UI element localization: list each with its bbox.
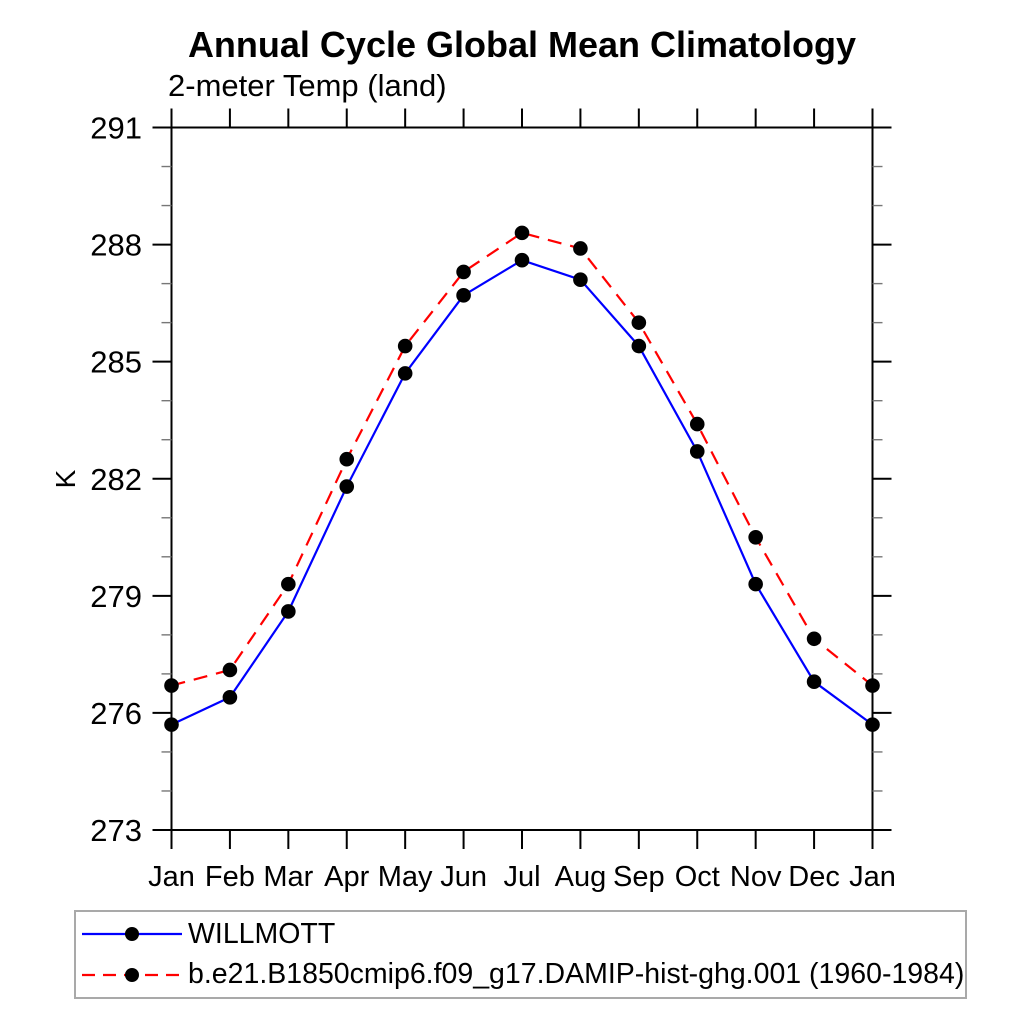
chart-title: Annual Cycle Global Mean Climatology	[187, 24, 857, 65]
x-tick-label: Sep	[613, 861, 665, 893]
data-point-marker	[573, 272, 588, 288]
legend-item-model-run: b.e21.B1850cmip6.f09_g17.DAMIP-hist-ghg.…	[80, 957, 965, 993]
data-point-marker	[631, 315, 647, 330]
data-point-marker	[281, 604, 296, 619]
y-tick-label: 282	[90, 462, 142, 497]
legend-sample-marker	[125, 967, 139, 982]
y-tick-label: 291	[90, 111, 142, 146]
data-point-marker	[514, 252, 530, 268]
data-point-marker	[865, 717, 880, 732]
x-tick-label: Apr	[324, 861, 369, 893]
x-tick-label: Oct	[675, 861, 720, 893]
x-tick-label: Jan	[148, 861, 195, 893]
y-tick-label: 285	[90, 345, 142, 380]
data-point-marker	[514, 225, 530, 241]
x-tick-label: Mar	[263, 861, 313, 893]
legend-line-sample-model-run	[82, 967, 182, 982]
data-point-marker	[748, 529, 763, 545]
chart-subtitle: 2-meter Temp (land)	[168, 68, 447, 103]
data-point-marker	[689, 444, 705, 459]
x-tick-label: Jul	[503, 861, 540, 893]
data-point-marker	[281, 576, 296, 592]
x-tick-label: May	[378, 861, 433, 893]
data-point-marker	[689, 416, 705, 432]
series-line-0	[171, 258, 874, 726]
data-point-marker	[222, 690, 238, 705]
data-point-marker	[748, 576, 763, 592]
data-point-marker	[397, 338, 413, 354]
x-tick-label: Feb	[205, 861, 255, 893]
legend-box: WILLMOTT b.e21.B1850cmip6.f09_g17.DAMIP-…	[74, 910, 967, 999]
x-tick-label: Dec	[788, 861, 840, 893]
legend-line-sample-willmott	[82, 927, 182, 942]
data-point-marker	[631, 338, 647, 354]
legend-item-willmott: WILLMOTT	[80, 916, 965, 952]
legend-sample-marker	[125, 927, 139, 942]
data-point-marker	[164, 717, 179, 732]
data-point-marker	[806, 631, 822, 647]
x-tick-label: Jun	[440, 861, 487, 893]
data-point-marker	[573, 241, 588, 256]
x-tick-label: Aug	[555, 861, 607, 893]
data-point-marker	[222, 662, 238, 678]
x-tick-label: Nov	[730, 861, 782, 893]
series-line-1	[171, 231, 874, 687]
y-tick-label: 279	[90, 579, 142, 614]
y-tick-label: 273	[90, 813, 142, 848]
y-tick-label: 276	[90, 696, 142, 731]
data-point-marker	[456, 264, 471, 280]
data-point-marker	[164, 678, 179, 693]
data-point-marker	[339, 451, 355, 467]
y-tick-label: 288	[90, 228, 142, 263]
legend-label-willmott: WILLMOTT	[188, 917, 336, 950]
data-point-marker	[339, 479, 355, 494]
legend-label-model-run: b.e21.B1850cmip6.f09_g17.DAMIP-hist-ghg.…	[188, 958, 965, 991]
x-tick-label: Jan	[849, 861, 896, 893]
data-point-marker	[806, 674, 822, 689]
data-point-marker	[397, 366, 413, 381]
data-point-marker	[865, 678, 880, 693]
data-point-marker	[456, 288, 471, 303]
